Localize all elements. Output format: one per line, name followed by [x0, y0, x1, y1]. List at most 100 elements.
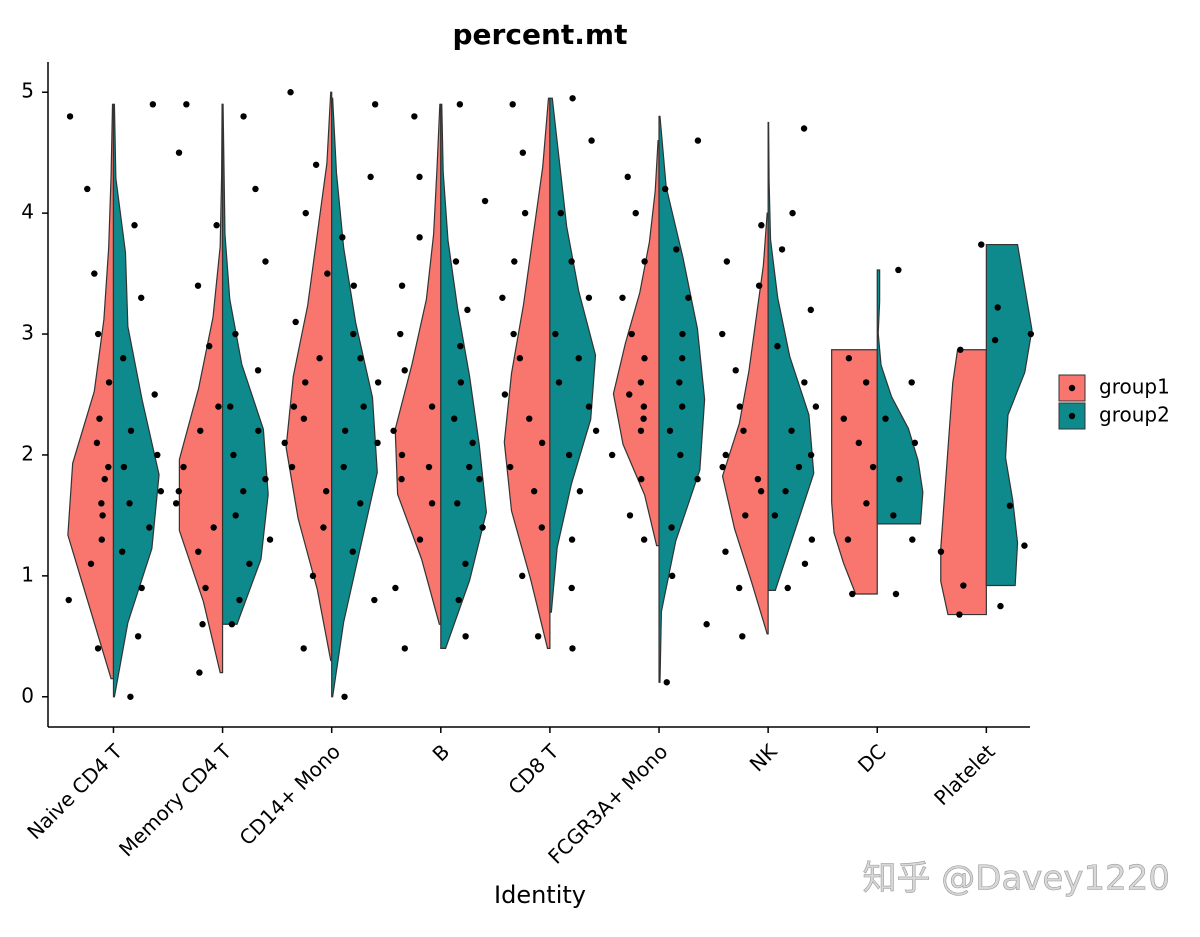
data-point: [863, 500, 870, 507]
data-point: [736, 403, 744, 410]
violin: [331, 97, 378, 698]
data-point: [464, 306, 471, 314]
data-point: [215, 403, 222, 410]
data-point: [676, 379, 683, 386]
data-point: [501, 391, 509, 398]
data-point: [669, 572, 676, 580]
data-point: [309, 572, 317, 580]
data-point: [206, 342, 213, 350]
data-point: [778, 246, 786, 253]
data-point: [199, 621, 206, 628]
data-point: [390, 427, 397, 434]
data-point: [425, 463, 433, 471]
data-point: [991, 336, 999, 344]
data-point: [703, 621, 710, 628]
data-point: [154, 451, 161, 459]
data-point: [195, 548, 202, 555]
violin: [721, 212, 769, 635]
violin: [612, 139, 660, 547]
data-point: [96, 415, 103, 422]
data-point: [719, 463, 726, 471]
data-point: [722, 451, 729, 459]
data-point: [213, 222, 220, 229]
data-point: [65, 596, 72, 604]
data-point: [452, 258, 460, 265]
data-point: [641, 258, 648, 265]
watermark: 知乎 @Davey1220: [862, 859, 1170, 899]
data-point: [320, 524, 327, 531]
data-point: [228, 621, 236, 628]
data-point: [908, 379, 915, 386]
data-point: [640, 536, 648, 543]
data-point: [367, 173, 374, 181]
data-point: [668, 524, 675, 531]
data-point: [350, 282, 357, 289]
data-point: [679, 403, 686, 410]
data-point: [360, 403, 367, 410]
data-point: [637, 379, 645, 386]
x-tick-label: NK: [745, 739, 782, 776]
data-point: [99, 512, 106, 519]
data-point: [694, 137, 702, 144]
data-point: [401, 645, 408, 652]
data-point: [428, 500, 436, 507]
data-point: [428, 403, 436, 410]
data-point: [240, 488, 247, 495]
legend-dot: [1068, 384, 1076, 392]
data-point: [869, 463, 877, 471]
data-point: [131, 222, 138, 229]
data-point: [105, 379, 113, 386]
data-point: [575, 355, 582, 362]
data-point: [978, 241, 985, 248]
data-point: [519, 149, 527, 156]
data-point: [568, 258, 575, 265]
y-tick-label: 0: [21, 683, 34, 707]
data-point: [694, 475, 701, 483]
violin: [831, 349, 878, 595]
data-point: [758, 222, 765, 229]
data-point: [138, 294, 145, 301]
x-tick-label: Naive CD4 T: [22, 739, 127, 844]
data-point: [252, 185, 259, 193]
data-point: [576, 488, 584, 495]
data-point: [960, 582, 967, 589]
data-point: [552, 330, 559, 338]
data-point: [455, 596, 462, 604]
data-point: [126, 500, 133, 507]
violin: [285, 91, 333, 662]
data-point: [499, 294, 506, 301]
data-point: [157, 488, 165, 495]
data-point: [322, 488, 330, 495]
data-point: [519, 572, 526, 580]
data-point: [957, 346, 964, 353]
data-point: [882, 415, 889, 422]
chart-title: percent.mt: [453, 18, 628, 51]
data-point: [91, 270, 98, 277]
violins: [67, 91, 1033, 698]
data-point: [555, 379, 563, 386]
data-point: [800, 125, 808, 132]
data-point: [302, 379, 309, 386]
data-point: [637, 427, 645, 434]
data-point: [341, 693, 348, 700]
violin: [440, 103, 488, 650]
data-point: [227, 403, 234, 410]
data-point: [374, 379, 382, 386]
data-point: [530, 488, 538, 495]
data-point: [398, 451, 406, 459]
data-point: [892, 590, 900, 598]
data-point: [516, 355, 524, 362]
data-point: [855, 439, 863, 447]
data-point: [808, 536, 816, 543]
data-point: [679, 330, 686, 338]
data-point: [371, 101, 379, 108]
data-point: [411, 113, 418, 120]
data-point: [466, 463, 473, 471]
data-point: [757, 488, 765, 495]
data-point: [795, 463, 803, 471]
data-point: [481, 197, 489, 205]
data-point: [118, 548, 126, 555]
data-point: [246, 560, 253, 567]
data-point: [210, 524, 217, 531]
data-point: [456, 101, 464, 108]
